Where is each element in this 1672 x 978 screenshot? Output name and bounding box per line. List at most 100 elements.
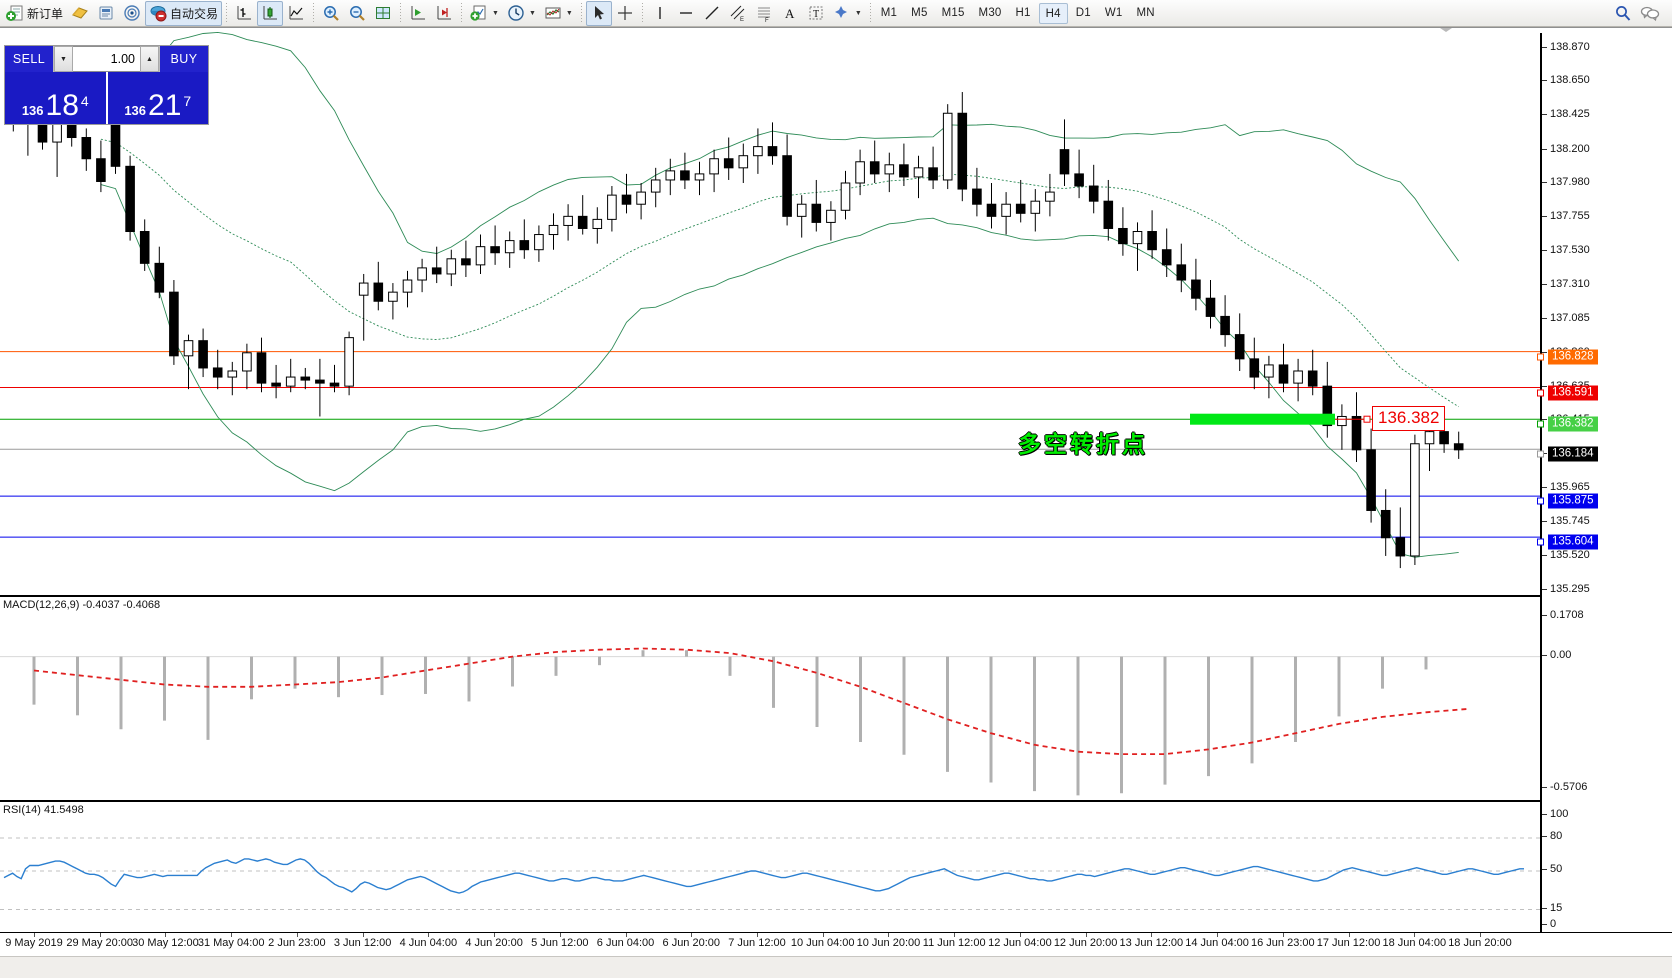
zoom-in-button[interactable] [318,1,344,26]
timeframe-mn[interactable]: MN [1136,6,1155,19]
price-badge-pivot-green[interactable]: 136.382 [1548,416,1598,432]
search-icon[interactable] [1614,4,1632,22]
macd-pane[interactable]: MACD(12,26,9) -0.4037 -0.4068 [0,595,1540,800]
expert-advisor-button[interactable] [67,1,93,26]
level-drag-handle[interactable] [1537,450,1544,458]
crosshair-button[interactable] [612,1,638,26]
time-axis-label: 12 Jun 04:00 [988,937,1052,949]
shift-end-button[interactable] [405,1,431,26]
level-drag-handle[interactable] [1537,538,1544,546]
price-badge-last-price[interactable]: 136.184 [1548,446,1598,462]
candlestick-chart-button[interactable] [257,0,284,26]
timeframe-w1[interactable]: W1 [1104,6,1123,19]
chat-icon[interactable] [1640,4,1660,22]
expert-advisor-icon [71,4,89,22]
text-label-button[interactable]: T [803,1,829,26]
sell-price[interactable]: 136 18 4 [5,72,108,124]
zoom-out-button[interactable] [344,1,370,26]
axis-tick [1542,283,1547,285]
time-axis-label: 31 May 04:00 [197,937,265,949]
price-badge-support-blue-1[interactable]: 135.875 [1548,493,1598,509]
time-axis-tick [296,933,298,937]
time-axis[interactable]: 9 May 2019 29 May 20:00 30 May 12:00 31 May… [0,932,1672,956]
macd-canvas [0,647,1540,796]
zoom-out-icon [348,4,366,22]
timeframe-m1[interactable]: M1 [880,6,898,19]
auto-scroll-button[interactable] [431,1,457,26]
trendline-button[interactable] [699,1,725,26]
time-axis-label: 4 Jun 20:00 [465,937,523,949]
level-drag-handle[interactable] [1537,353,1544,361]
volume-value[interactable]: 1.00 [73,46,140,72]
equidistant-channel-button[interactable]: E [725,1,751,26]
news-button[interactable] [93,1,119,26]
volume-increase-button[interactable]: ▲ [140,46,159,72]
line-chart-button[interactable] [283,1,309,26]
templates-button[interactable]: ▼ [540,1,577,26]
chart-scroll-thumb[interactable] [1440,28,1452,32]
bar-chart-icon [235,4,253,22]
sell-price-prefix: 136 [21,103,44,118]
price-axis-label: 135.965 [1550,481,1590,494]
sell-button[interactable]: SELL [5,46,53,72]
timeframe-h4[interactable]: H4 [1038,2,1068,24]
timeframe-m30[interactable]: M30 [978,6,1002,19]
toolbar-separator [869,3,871,23]
rsi-pane[interactable]: RSI(14) 41.5498 [0,800,1540,932]
cursor-button[interactable] [585,0,612,26]
horizontal-line-button[interactable] [673,1,699,26]
horizontal-line-icon [677,4,695,22]
buy-button[interactable]: BUY [160,46,208,72]
chevron-down-icon[interactable]: ▼ [528,9,536,17]
time-axis-tick [691,933,693,937]
price-callout-box[interactable]: 136.382 [1372,406,1446,432]
price-pane[interactable]: 多空转折点 [0,31,1540,593]
chevron-down-icon[interactable]: ▼ [565,9,573,17]
period-button[interactable]: ▼ [503,1,540,26]
price-axis[interactable]: 138.870 138.650 138.425 138.200 137.980 137.7… [1537,33,1672,932]
time-axis-label: 17 Jun 12:00 [1316,937,1381,949]
timeframe-m5[interactable]: M5 [911,6,928,19]
buy-price[interactable]: 136 21 7 [108,72,209,124]
one-click-trading-panel[interactable]: SELL ▼ 1.00 ▲ BUY 136 18 4 136 21 7 [4,45,209,125]
fibonacci-button[interactable]: F [751,1,777,26]
svg-text:T: T [813,9,819,20]
new-order-button[interactable]: 新订单 [2,1,67,26]
time-axis-label: 14 Jun 04:00 [1185,937,1249,949]
axis-tick [1542,487,1547,489]
level-drag-handle[interactable] [1537,497,1544,505]
price-badge-resistance-orange[interactable]: 136.828 [1548,349,1598,365]
level-drag-handle[interactable] [1537,389,1544,396]
time-axis-tick [494,933,496,937]
bar-chart-button[interactable] [231,1,257,26]
timeframe-d1[interactable]: D1 [1075,6,1091,19]
axis-tick [1542,520,1547,522]
time-axis-label: 2 Jun 23:00 [268,937,326,949]
time-axis-tick [625,933,627,937]
price-badge-resistance-red[interactable]: 136.591 [1548,385,1598,400]
macd-label: MACD(12,26,9) -0.4037 -0.4068 [3,599,161,611]
time-axis-label: 18 Jun 04:00 [1382,937,1447,949]
toolbar-separator [226,3,228,23]
chevron-down-icon[interactable]: ▼ [492,9,499,17]
axis-tick [1542,385,1547,387]
volume-stepper[interactable]: ▼ 1.00 ▲ [53,46,160,72]
chart-scroll-strip[interactable] [0,28,1672,33]
signals-button[interactable] [119,1,145,26]
price-badge-support-blue-2[interactable]: 135.604 [1548,534,1598,550]
chevron-down-icon[interactable]: ▼ [854,9,862,17]
level-drag-handle[interactable] [1537,420,1544,428]
indicators-button[interactable]: ▼ [466,1,503,26]
time-axis-label: 13 Jun 12:00 [1119,937,1184,949]
axis-tick [1542,836,1547,837]
timeframe-h1[interactable]: H1 [1015,6,1031,19]
rsi-label: RSI(14) 41.5498 [3,804,84,816]
text-button[interactable]: A [777,1,803,26]
vertical-line-button[interactable] [647,1,673,26]
volume-decrease-button[interactable]: ▼ [54,46,73,72]
time-axis-label: 16 Jun 23:00 [1251,937,1315,949]
shapes-button[interactable]: ▼ [829,1,866,26]
timeframe-m15[interactable]: M15 [941,6,965,19]
autotrading-button[interactable]: 自动交易 [145,0,223,26]
tile-windows-button[interactable] [370,1,396,26]
